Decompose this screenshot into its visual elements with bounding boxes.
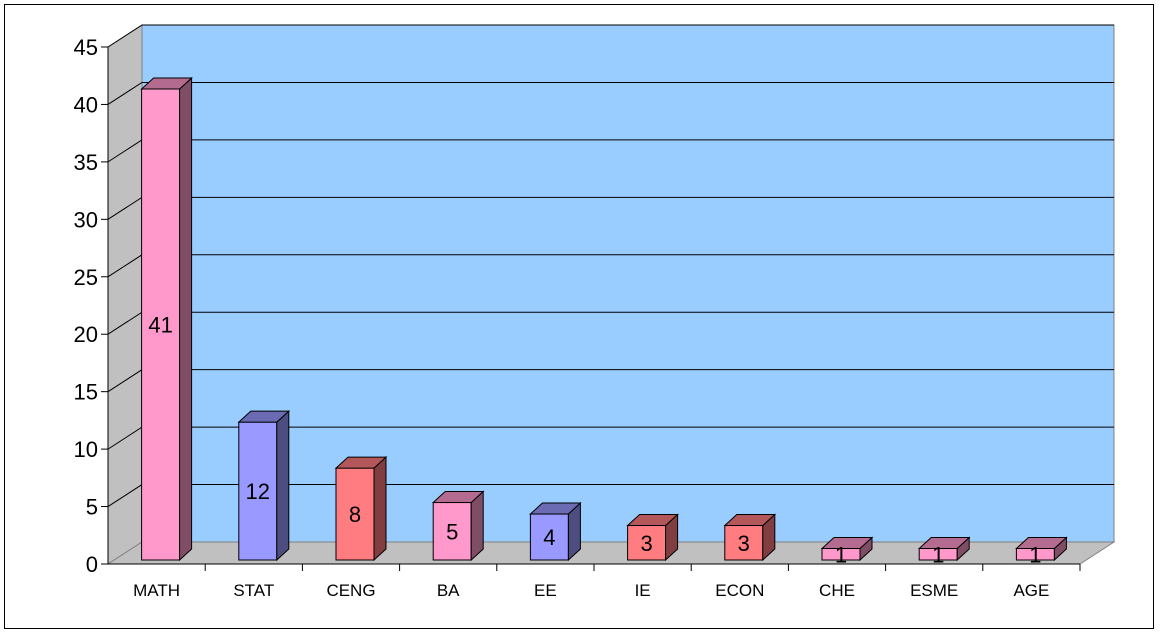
y-tick-label: 5 — [86, 495, 98, 520]
data-label: 1 — [835, 542, 847, 567]
y-tick-label: 10 — [74, 437, 98, 462]
data-label: 1 — [932, 542, 944, 567]
side-wall — [107, 24, 143, 565]
bar-top — [723, 514, 777, 527]
data-label: 1 — [1029, 542, 1041, 567]
bar — [820, 536, 874, 562]
x-tick-label: CHE — [819, 581, 855, 600]
bar — [334, 455, 388, 562]
x-tick-label: EE — [534, 581, 557, 600]
y-tick-label: 30 — [74, 207, 98, 232]
data-label: 8 — [349, 502, 361, 527]
x-tick-label: STAT — [233, 581, 274, 600]
bar — [917, 536, 971, 562]
bars — [140, 76, 1068, 562]
x-tick-label: MATH — [133, 581, 180, 600]
bar-front — [432, 502, 472, 561]
gridline — [107, 81, 1114, 105]
y-tick-label: 40 — [74, 92, 98, 117]
x-tick-label: CENG — [326, 581, 375, 600]
bar — [529, 501, 582, 562]
bar — [723, 513, 777, 562]
data-label: 3 — [738, 531, 750, 556]
gridline — [107, 24, 1114, 48]
bar-side — [179, 76, 193, 562]
bar — [626, 513, 679, 562]
data-label: 4 — [543, 525, 555, 550]
data-label: 5 — [446, 519, 458, 544]
bar-top — [431, 491, 485, 504]
bar-top — [529, 502, 582, 515]
bar-front — [335, 467, 375, 561]
bar — [1015, 536, 1068, 562]
data-label: 3 — [640, 531, 652, 556]
x-tick-label: ECON — [715, 581, 764, 600]
bar-side — [373, 455, 387, 562]
bar — [237, 409, 291, 562]
bar-top — [626, 514, 679, 527]
chart-frame: 0 5 10 15 20 25 30 35 40 45 41 MATH 12 STAT 8 CENG 5 BA 4… — [4, 4, 1154, 629]
bar-top — [237, 410, 291, 423]
x-tick-label: BA — [437, 581, 460, 600]
bar-side — [276, 409, 290, 562]
bar-front — [627, 525, 667, 561]
labels: 41 MATH 12 STAT 8 CENG 5 BA 4 EE 3 IE 3 ECON 1 CHE 1 ESME… — [133, 312, 1049, 600]
bar-side — [470, 490, 484, 562]
x-tick-label: AGE — [1013, 581, 1049, 600]
y-tick-label: 15 — [74, 380, 98, 405]
y-tick-label: 25 — [74, 265, 98, 290]
y-tick-label: 35 — [74, 150, 98, 175]
bar — [431, 490, 485, 562]
bar-front — [724, 525, 764, 561]
bar — [140, 76, 193, 562]
data-label: 41 — [148, 312, 172, 337]
bar-top — [140, 77, 193, 90]
x-tick-label: IE — [635, 581, 651, 600]
y-tick-label: 45 — [74, 35, 98, 60]
x-tick-label: ESME — [910, 581, 958, 600]
y-tick-label: 20 — [74, 322, 98, 347]
data-label: 12 — [246, 479, 270, 504]
bar-front — [238, 421, 278, 561]
bar-top — [820, 537, 874, 550]
bar-top — [1015, 537, 1068, 550]
bar-top — [917, 537, 971, 550]
y-tick-label: 0 — [86, 552, 98, 577]
bar-top — [334, 456, 388, 469]
